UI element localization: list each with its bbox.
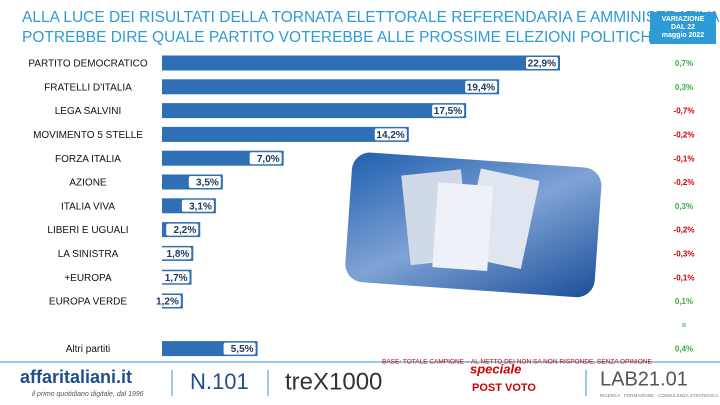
value-label-box xyxy=(249,152,282,165)
value-label: 1,7% xyxy=(165,273,188,284)
value-label: 5,5% xyxy=(231,344,254,355)
change-value: -0,3% xyxy=(674,250,695,259)
logo: N.101 xyxy=(190,369,249,394)
category-label: ITALIA VIVA xyxy=(61,201,115,212)
value-label: 22,9% xyxy=(528,59,556,70)
value-label: 17,5% xyxy=(434,106,462,117)
category-label: MOVIMENTO 5 STELLE xyxy=(33,130,143,141)
value-label: 19,4% xyxy=(467,82,495,93)
category-label: Altri partiti xyxy=(66,344,110,355)
change-header-box xyxy=(650,12,716,44)
value-label: 3,5% xyxy=(196,178,219,189)
value-label-box xyxy=(223,342,256,355)
category-label: FRATELLI D'ITALIA xyxy=(44,82,132,93)
bar xyxy=(162,79,500,95)
value-label-box xyxy=(465,80,498,93)
value-label: 14,2% xyxy=(376,130,404,141)
value-label-box xyxy=(159,247,192,260)
bar xyxy=(162,103,467,119)
base-note: BASE: TOTALE CAMPIONE – AL NETTO DEI NON… xyxy=(382,359,652,366)
bar xyxy=(162,126,409,142)
change-value: 0,7% xyxy=(675,59,693,68)
category-label: PARTITO DEMOCRATICO xyxy=(28,59,147,70)
chart-title: ALLA LUCE DEI RISULTATI DELLA TORNATA EL… xyxy=(22,9,720,46)
value-label: 1,2% xyxy=(156,297,179,308)
change-value: -0,1% xyxy=(674,273,695,282)
change-header: VARIAZIONE DAL 22 maggio 2022 xyxy=(662,16,705,39)
logo: LAB21.01 xyxy=(600,368,688,390)
value-label-box xyxy=(374,128,407,141)
change-value: 0,3% xyxy=(675,83,693,92)
change-value: -0,2% xyxy=(674,226,695,235)
bar xyxy=(162,55,560,71)
change-value: 0,3% xyxy=(675,202,693,211)
change-value: -0,2% xyxy=(674,178,695,187)
value-label-box xyxy=(166,223,199,236)
category-label: EUROPA VERDE xyxy=(49,297,127,308)
value-label: 7,0% xyxy=(257,154,280,165)
value-label: 2,2% xyxy=(173,225,196,236)
tagline: il primo quotidiano digitale, dal 1996 xyxy=(32,391,144,398)
change-value: 0,1% xyxy=(675,297,693,306)
value-label-box xyxy=(432,104,465,117)
logo: treX1000 xyxy=(285,368,382,395)
category-label: FORZA ITALIA xyxy=(55,154,121,165)
value-label-box xyxy=(157,271,190,284)
change-value: 0,4% xyxy=(675,345,693,354)
logo-sub: RICERCA · FORMAZIONE · CONSULENZA STRATE… xyxy=(600,393,718,398)
brand: affaritaliani.it xyxy=(20,367,132,387)
value-label: 1,8% xyxy=(166,249,189,260)
value-label-box xyxy=(148,295,181,307)
value-label-box xyxy=(526,57,558,69)
category-label: LEGA SALVINI xyxy=(55,106,122,117)
category-label: +EUROPA xyxy=(64,273,112,284)
category-label: AZIONE xyxy=(69,178,107,189)
change-value: -0,7% xyxy=(674,107,695,116)
value-label: 3,1% xyxy=(189,201,212,212)
value-label-box xyxy=(181,199,214,212)
change-value: -0,1% xyxy=(674,154,695,163)
change-value: = xyxy=(682,321,687,330)
change-value: -0,2% xyxy=(674,131,695,140)
category-label: LA SINISTRA xyxy=(58,249,119,260)
special: speciale xyxy=(470,361,521,376)
value-label-box xyxy=(188,176,221,188)
special2: POST VOTO xyxy=(472,382,536,394)
category-label: LIBERI E UGUALI xyxy=(47,225,128,236)
photo xyxy=(345,152,602,298)
